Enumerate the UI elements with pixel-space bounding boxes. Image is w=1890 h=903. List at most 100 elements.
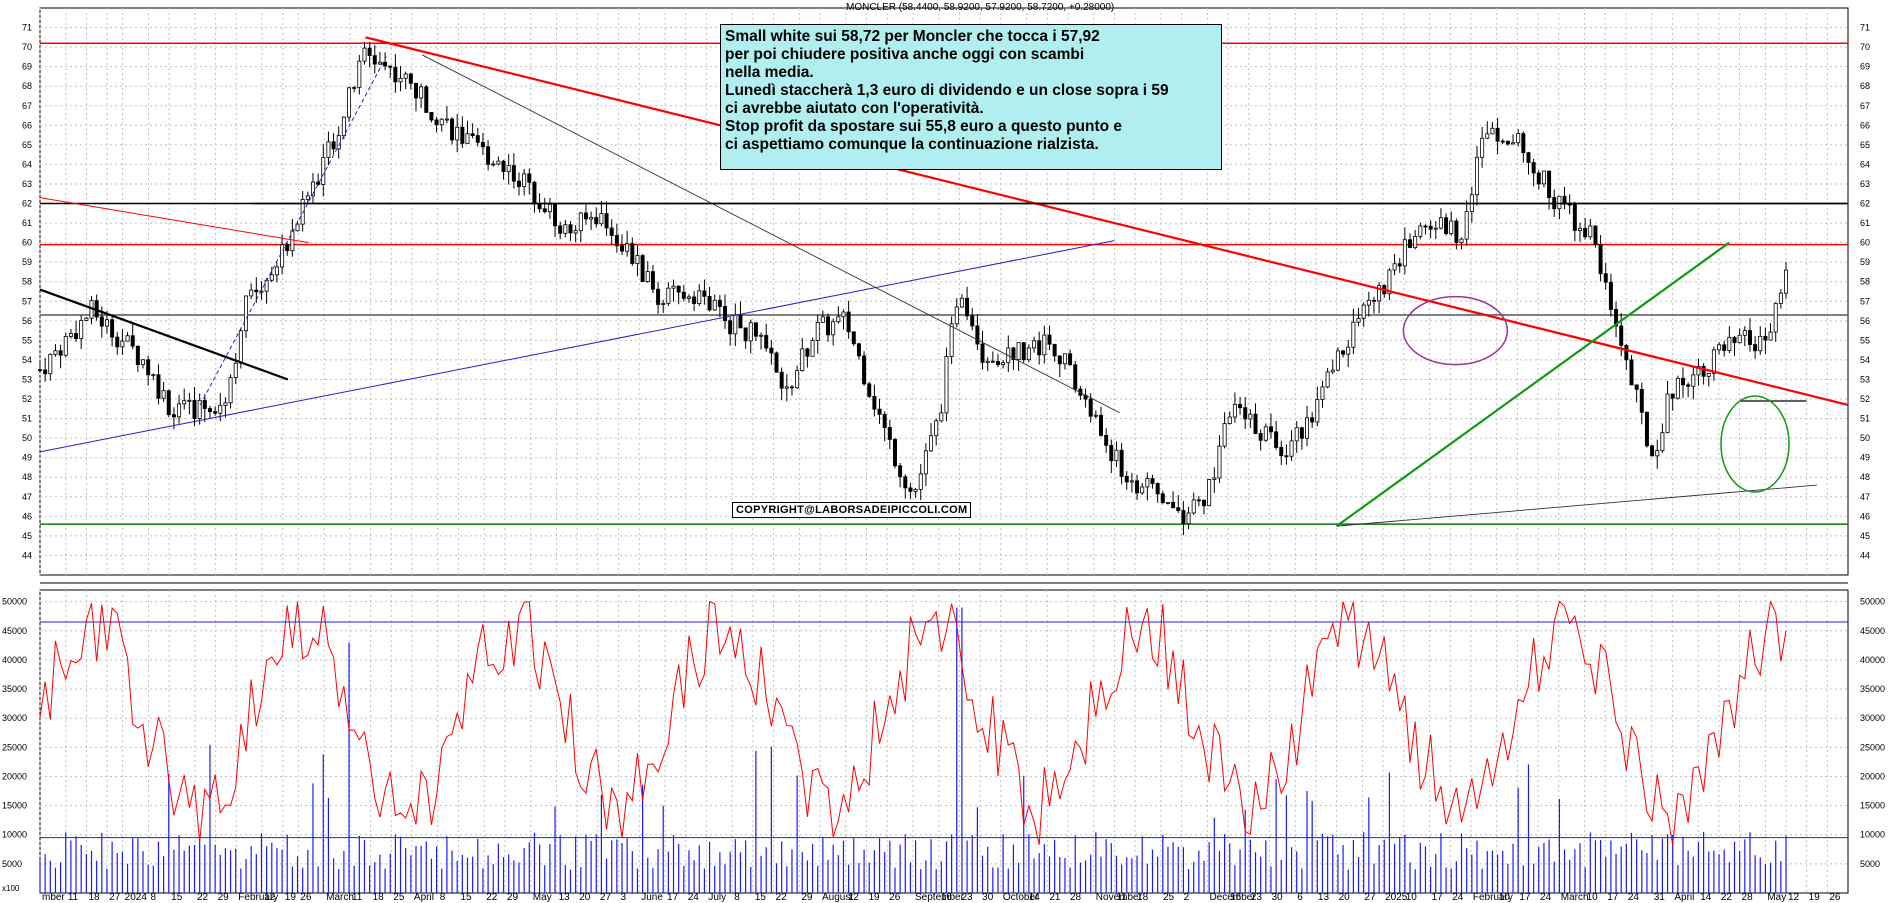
volume-tick-right: 20000 xyxy=(1860,771,1885,781)
x-tick-label: 16 xyxy=(1230,892,1242,903)
candle-body xyxy=(110,319,115,338)
candle-body xyxy=(1485,133,1490,139)
x-tick-label: 24 xyxy=(688,892,700,903)
volume-tick-left: 40000 xyxy=(2,655,27,665)
candle-body xyxy=(1258,433,1263,441)
x-tick-label: 15 xyxy=(171,892,183,903)
candle-body xyxy=(1016,342,1021,360)
candle-body xyxy=(1428,225,1433,230)
candle-body xyxy=(980,343,985,363)
x-tick-label: April xyxy=(1674,892,1694,903)
x-tick-label: 3 xyxy=(621,892,627,903)
candle-body xyxy=(1232,404,1237,418)
candle-body xyxy=(1670,393,1675,399)
x-tick-label: 17 xyxy=(667,892,679,903)
oscillator-line xyxy=(39,599,1787,846)
candle-body xyxy=(831,321,836,336)
candle-body xyxy=(1325,371,1330,388)
candle-body xyxy=(244,295,249,332)
candle-body xyxy=(141,359,146,365)
candle-body xyxy=(1449,220,1454,235)
candle-body xyxy=(310,181,315,197)
volume-tick-left: 5000 xyxy=(2,859,22,869)
candle-body xyxy=(1366,299,1371,306)
note-line-4: Lunedì staccherà 1,3 euro di dividendo e… xyxy=(725,82,1169,99)
candle-body xyxy=(1140,486,1145,494)
candle-body xyxy=(347,87,352,118)
price-tick-right: 44 xyxy=(1860,550,1870,560)
candle-body xyxy=(156,374,161,399)
volume-tick-left: 45000 xyxy=(2,626,27,636)
candle-body xyxy=(1536,172,1541,185)
candle-body xyxy=(1299,427,1304,439)
candle-body xyxy=(620,245,624,252)
volume-tick-right: 50000 xyxy=(1860,597,1885,607)
price-tick-right: 65 xyxy=(1860,140,1870,150)
x-tick-label: 29 xyxy=(507,892,519,903)
candle-body xyxy=(115,336,120,348)
x-tick-label: 19 xyxy=(285,892,297,903)
candle-body xyxy=(460,126,465,144)
candle-body xyxy=(1135,480,1140,494)
candle-body xyxy=(656,288,661,305)
candle-body xyxy=(1351,321,1356,348)
candle-body xyxy=(748,322,753,342)
candle-body xyxy=(1057,355,1062,365)
candle-body xyxy=(872,395,877,410)
candle-body xyxy=(898,465,903,478)
candle-body xyxy=(517,180,521,187)
price-tick-left: 64 xyxy=(22,159,32,169)
trend-line xyxy=(39,197,309,244)
candle-body xyxy=(1330,369,1335,373)
candle-body xyxy=(1516,133,1521,144)
candle-body xyxy=(908,487,913,492)
comment-box: Small white sui 58,72 per Moncler che to… xyxy=(720,24,1222,170)
candle-body xyxy=(733,314,738,335)
x-tick-label: 23 xyxy=(961,892,973,903)
candle-body xyxy=(1578,227,1582,231)
candle-body xyxy=(1052,343,1057,357)
price-tick-left: 50 xyxy=(22,433,32,443)
candle-body xyxy=(949,323,954,357)
x-tick-label: 6 xyxy=(1297,892,1303,903)
x-tick-label: 15 xyxy=(755,892,767,903)
candle-body xyxy=(197,399,202,419)
candle-body xyxy=(300,199,305,225)
candle-body xyxy=(1284,455,1289,458)
candle-body xyxy=(728,320,733,335)
price-tick-left: 48 xyxy=(22,472,32,482)
candle-body xyxy=(352,87,357,89)
candle-body xyxy=(99,316,104,327)
x-tick-label: 8 xyxy=(734,892,740,903)
candle-body xyxy=(1021,342,1026,361)
candle-body xyxy=(975,325,980,345)
volume-tick-right: 45000 xyxy=(1860,626,1885,636)
price-tick-right: 59 xyxy=(1860,257,1870,267)
volume-tick-left: 35000 xyxy=(2,684,27,694)
candle-body xyxy=(151,374,156,377)
candle-body xyxy=(877,408,882,415)
candle-body xyxy=(43,369,48,375)
candle-body xyxy=(1660,432,1665,452)
price-tick-right: 55 xyxy=(1860,335,1870,345)
x-tick-label: August xyxy=(822,892,853,903)
x-tick-label: 19 xyxy=(1809,892,1821,903)
candle-body xyxy=(1681,377,1685,386)
price-tick-right: 45 xyxy=(1860,531,1870,541)
x-tick-label: 24 xyxy=(1452,892,1464,903)
candle-body xyxy=(717,299,722,307)
price-tick-right: 51 xyxy=(1860,414,1870,424)
candle-body xyxy=(630,243,635,264)
price-tick-left: 54 xyxy=(22,355,32,365)
candle-body xyxy=(465,133,470,144)
candle-body xyxy=(1341,350,1346,355)
candle-body xyxy=(774,352,779,373)
candle-body xyxy=(429,112,434,121)
candle-body xyxy=(1706,372,1711,377)
candle-body xyxy=(1093,414,1098,417)
trend-line xyxy=(39,288,289,381)
candle-body xyxy=(609,227,614,236)
price-tick-right: 47 xyxy=(1860,492,1870,502)
candle-body xyxy=(450,118,455,141)
